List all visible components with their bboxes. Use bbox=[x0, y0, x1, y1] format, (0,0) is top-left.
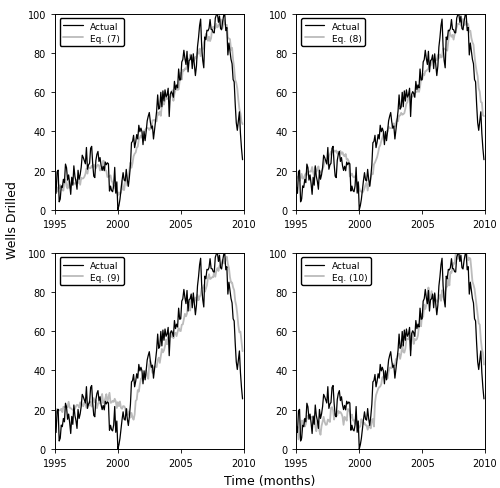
Eq. (7) bbox=[115, 193, 121, 199]
Eq. (10) bbox=[294, 429, 300, 435]
Eq. (10) bbox=[366, 423, 372, 428]
Eq. (7) bbox=[220, 18, 226, 24]
Actual bbox=[332, 412, 338, 418]
Eq. (7) bbox=[236, 98, 242, 103]
Actual bbox=[220, 14, 226, 20]
Eq. (9) bbox=[220, 257, 226, 263]
Actual bbox=[296, 168, 302, 174]
Actual bbox=[316, 426, 322, 431]
Eq. (8) bbox=[460, 17, 466, 23]
Eq. (10) bbox=[298, 428, 304, 434]
Legend: Actual, Eq. (9): Actual, Eq. (9) bbox=[60, 258, 124, 285]
Eq. (8) bbox=[366, 182, 372, 188]
Actual bbox=[356, 207, 362, 213]
Actual bbox=[236, 357, 242, 363]
Text: Time (months): Time (months) bbox=[224, 474, 316, 487]
Text: Wells Drilled: Wells Drilled bbox=[6, 181, 19, 259]
Actual bbox=[316, 187, 322, 193]
Line: Eq. (7): Eq. (7) bbox=[55, 20, 242, 196]
Eq. (8) bbox=[481, 114, 487, 120]
Actual bbox=[462, 14, 468, 20]
Eq. (7) bbox=[74, 178, 80, 183]
Actual bbox=[214, 250, 220, 256]
Actual bbox=[214, 12, 220, 18]
Actual bbox=[52, 424, 58, 429]
Eq. (7) bbox=[55, 185, 61, 191]
Actual bbox=[456, 250, 462, 256]
Legend: Actual, Eq. (7): Actual, Eq. (7) bbox=[60, 19, 124, 47]
Actual bbox=[456, 12, 462, 18]
Actual bbox=[124, 416, 130, 422]
Eq. (9) bbox=[55, 407, 61, 413]
Eq. (10) bbox=[481, 362, 487, 368]
Eq. (8) bbox=[332, 149, 338, 155]
Eq. (9) bbox=[91, 395, 97, 401]
Actual bbox=[124, 177, 130, 183]
Actual bbox=[55, 168, 61, 174]
Actual bbox=[294, 424, 300, 429]
Actual bbox=[115, 207, 121, 213]
Actual bbox=[55, 407, 61, 412]
Eq. (7) bbox=[124, 183, 130, 189]
Eq. (10) bbox=[477, 322, 483, 328]
Actual bbox=[220, 252, 226, 258]
Actual bbox=[240, 396, 246, 402]
Eq. (7) bbox=[218, 18, 224, 23]
Eq. (8) bbox=[294, 176, 300, 182]
Line: Actual: Actual bbox=[296, 253, 484, 449]
Eq. (10) bbox=[457, 250, 463, 256]
Eq. (9) bbox=[224, 254, 230, 260]
Actual bbox=[296, 407, 302, 412]
Eq. (8) bbox=[477, 90, 483, 96]
Actual bbox=[481, 396, 487, 402]
Eq. (7) bbox=[240, 122, 246, 128]
Eq. (9) bbox=[240, 348, 246, 354]
Actual bbox=[74, 187, 80, 193]
Eq. (9) bbox=[74, 402, 80, 408]
Line: Actual: Actual bbox=[55, 15, 242, 210]
Actual bbox=[294, 185, 300, 191]
Eq. (9) bbox=[236, 323, 242, 329]
Actual bbox=[91, 412, 97, 418]
Actual bbox=[74, 426, 80, 431]
Legend: Actual, Eq. (10): Actual, Eq. (10) bbox=[301, 258, 371, 285]
Actual bbox=[332, 174, 338, 180]
Eq. (10) bbox=[316, 428, 322, 434]
Actual bbox=[236, 119, 242, 124]
Actual bbox=[356, 446, 362, 452]
Actual bbox=[366, 177, 372, 183]
Line: Actual: Actual bbox=[55, 253, 242, 449]
Actual bbox=[240, 158, 246, 163]
Actual bbox=[462, 252, 468, 258]
Eq. (9) bbox=[123, 412, 129, 418]
Actual bbox=[91, 174, 97, 180]
Eq. (8) bbox=[462, 23, 468, 29]
Actual bbox=[52, 185, 58, 191]
Actual bbox=[481, 158, 487, 163]
Eq. (8) bbox=[360, 190, 366, 196]
Actual bbox=[115, 446, 121, 452]
Eq. (9) bbox=[52, 412, 58, 418]
Eq. (7) bbox=[91, 163, 97, 168]
Eq. (10) bbox=[296, 436, 302, 442]
Eq. (9) bbox=[130, 417, 136, 423]
Eq. (8) bbox=[316, 164, 322, 170]
Line: Actual: Actual bbox=[296, 15, 484, 210]
Eq. (7) bbox=[52, 184, 58, 190]
Line: Eq. (9): Eq. (9) bbox=[55, 257, 242, 420]
Eq. (10) bbox=[462, 250, 468, 256]
Actual bbox=[477, 119, 483, 124]
Actual bbox=[366, 416, 372, 422]
Line: Eq. (8): Eq. (8) bbox=[296, 20, 484, 193]
Line: Eq. (10): Eq. (10) bbox=[296, 253, 484, 439]
Actual bbox=[477, 357, 483, 363]
Eq. (8) bbox=[296, 179, 302, 184]
Legend: Actual, Eq. (8): Actual, Eq. (8) bbox=[301, 19, 365, 47]
Eq. (10) bbox=[333, 411, 339, 417]
